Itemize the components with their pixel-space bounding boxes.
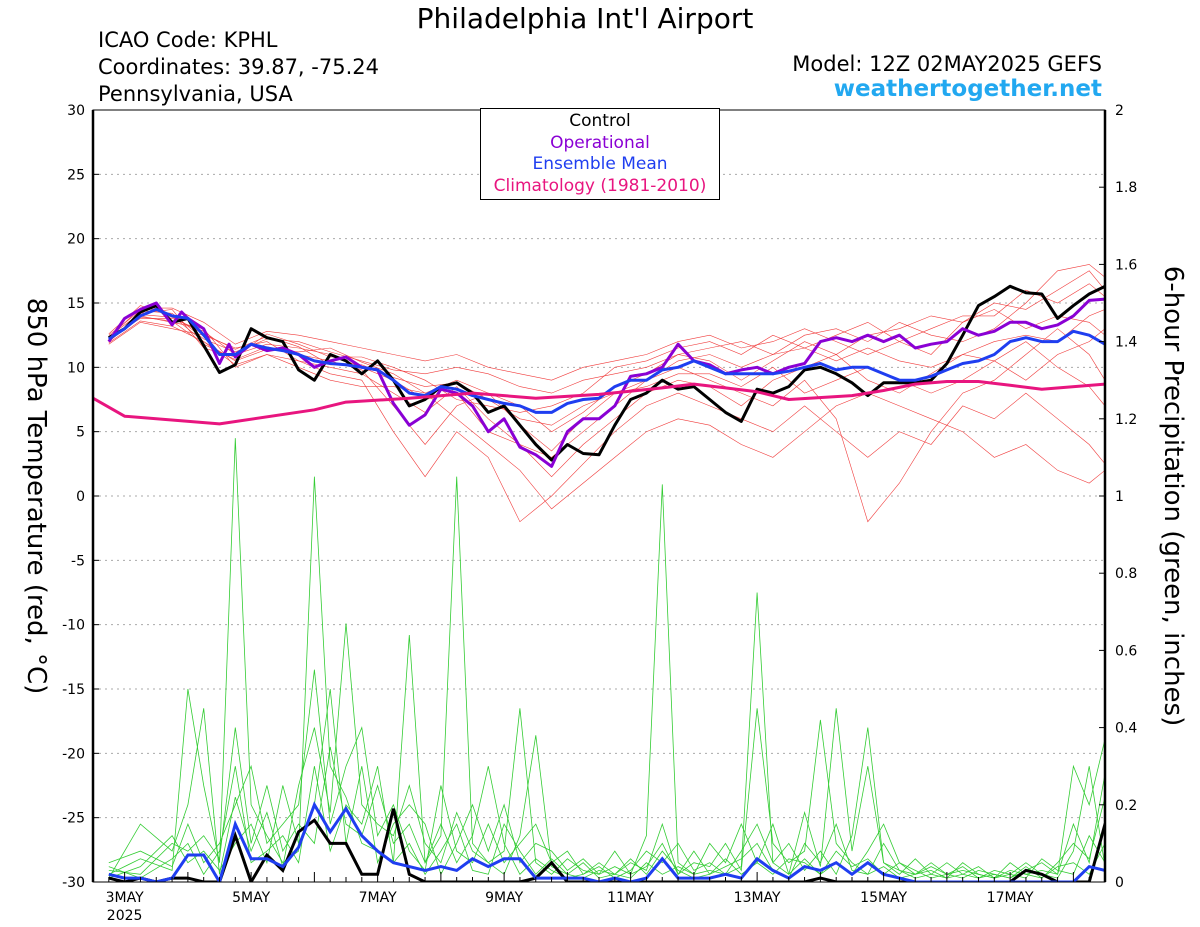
region: Pennsylvania, USA: [98, 82, 293, 106]
legend-ensemble-mean: Ensemble Mean: [532, 154, 668, 174]
y-tick-label: -30: [62, 875, 85, 891]
y-tick-label: -10: [62, 618, 85, 634]
y-tick-label: 5: [76, 425, 85, 441]
temperature-member-line: [108, 315, 1105, 523]
y2-tick-label: 1.4: [1115, 335, 1137, 351]
y2-tick-label: 0: [1115, 875, 1124, 891]
y2-tick-label: 1: [1115, 489, 1124, 505]
y-tick-label: 10: [67, 360, 85, 376]
x-tick-label: 3MAY: [106, 890, 144, 906]
y2-tick-label: 1.6: [1115, 257, 1137, 273]
model-run: Model: 12Z 02MAY2025 GEFS: [792, 52, 1102, 76]
precip-member-line: [108, 623, 1105, 879]
x-tick-label: 11MAY: [607, 890, 654, 906]
legend-operational: Operational: [550, 132, 650, 153]
y-axis-title: 850 hPa Temperature (red, °C): [21, 298, 51, 695]
plot-area: [93, 173, 1105, 882]
icao-code: ICAO Code: KPHL: [98, 28, 278, 52]
temperature-member-line: [108, 316, 1105, 452]
site-name: weathertogether.net: [833, 76, 1102, 102]
precip-member-line: [108, 766, 1105, 879]
temperature-member-line: [108, 270, 1105, 433]
y2-tick-label: 2: [1115, 103, 1124, 119]
x-tick-label: 13MAY: [734, 890, 781, 906]
coordinates: Coordinates: 39.87, -75.24: [98, 55, 379, 79]
x-year-label: 2025: [107, 908, 143, 924]
y2-tick-label: 1.8: [1115, 180, 1137, 196]
y-tick-label: 0: [76, 489, 85, 505]
y-tick-label: 25: [67, 167, 85, 183]
precip-member-line: [108, 438, 1105, 879]
precip-member-line: [108, 688, 1105, 879]
x-tick-label: 5MAY: [232, 890, 270, 906]
y2-axis-title: 6-hour Precipitation (green, inches): [1158, 266, 1188, 726]
legend-climatology: Climatology (1981-2010): [493, 175, 707, 196]
y-tick-label: 20: [67, 232, 85, 248]
temperature-member-line: [108, 309, 1105, 413]
precip-member-line: [108, 669, 1105, 879]
y2-tick-label: 0.2: [1115, 798, 1137, 814]
x-tick-label: 15MAY: [860, 890, 907, 906]
y-tick-label: -25: [62, 811, 85, 827]
temp-ensemble-mean-line: [107, 307, 1105, 414]
temperature-member-line: [108, 320, 1105, 510]
y2-tick-label: 0.4: [1115, 721, 1137, 737]
temperature-member-line: [108, 283, 1105, 381]
y2-tick-label: 1.2: [1115, 412, 1137, 428]
temp-control-line: [108, 284, 1105, 462]
y-tick-label: -15: [62, 682, 85, 698]
temp-climatology-line: [93, 380, 1105, 426]
y-tick-label: 15: [67, 296, 85, 312]
y-tick-label: -5: [71, 553, 85, 569]
y2-tick-label: 0.6: [1115, 643, 1137, 659]
x-tick-label: 17MAY: [987, 890, 1034, 906]
x-tick-label: 7MAY: [359, 890, 397, 906]
legend: Control Operational Ensemble Mean Climat…: [480, 108, 720, 200]
x-tick-label: 9MAY: [485, 890, 523, 906]
y-tick-label: -20: [62, 746, 85, 762]
y2-tick-label: 0.8: [1115, 566, 1137, 582]
precip-ensemble-mean-line: [108, 801, 1105, 882]
y-tick-label: 30: [67, 103, 85, 119]
legend-control: Control: [569, 111, 631, 131]
chart-title: Philadelphia Int'l Airport: [416, 2, 754, 35]
precip-member-line: [108, 727, 1105, 879]
precip-control-line: [108, 808, 1105, 882]
